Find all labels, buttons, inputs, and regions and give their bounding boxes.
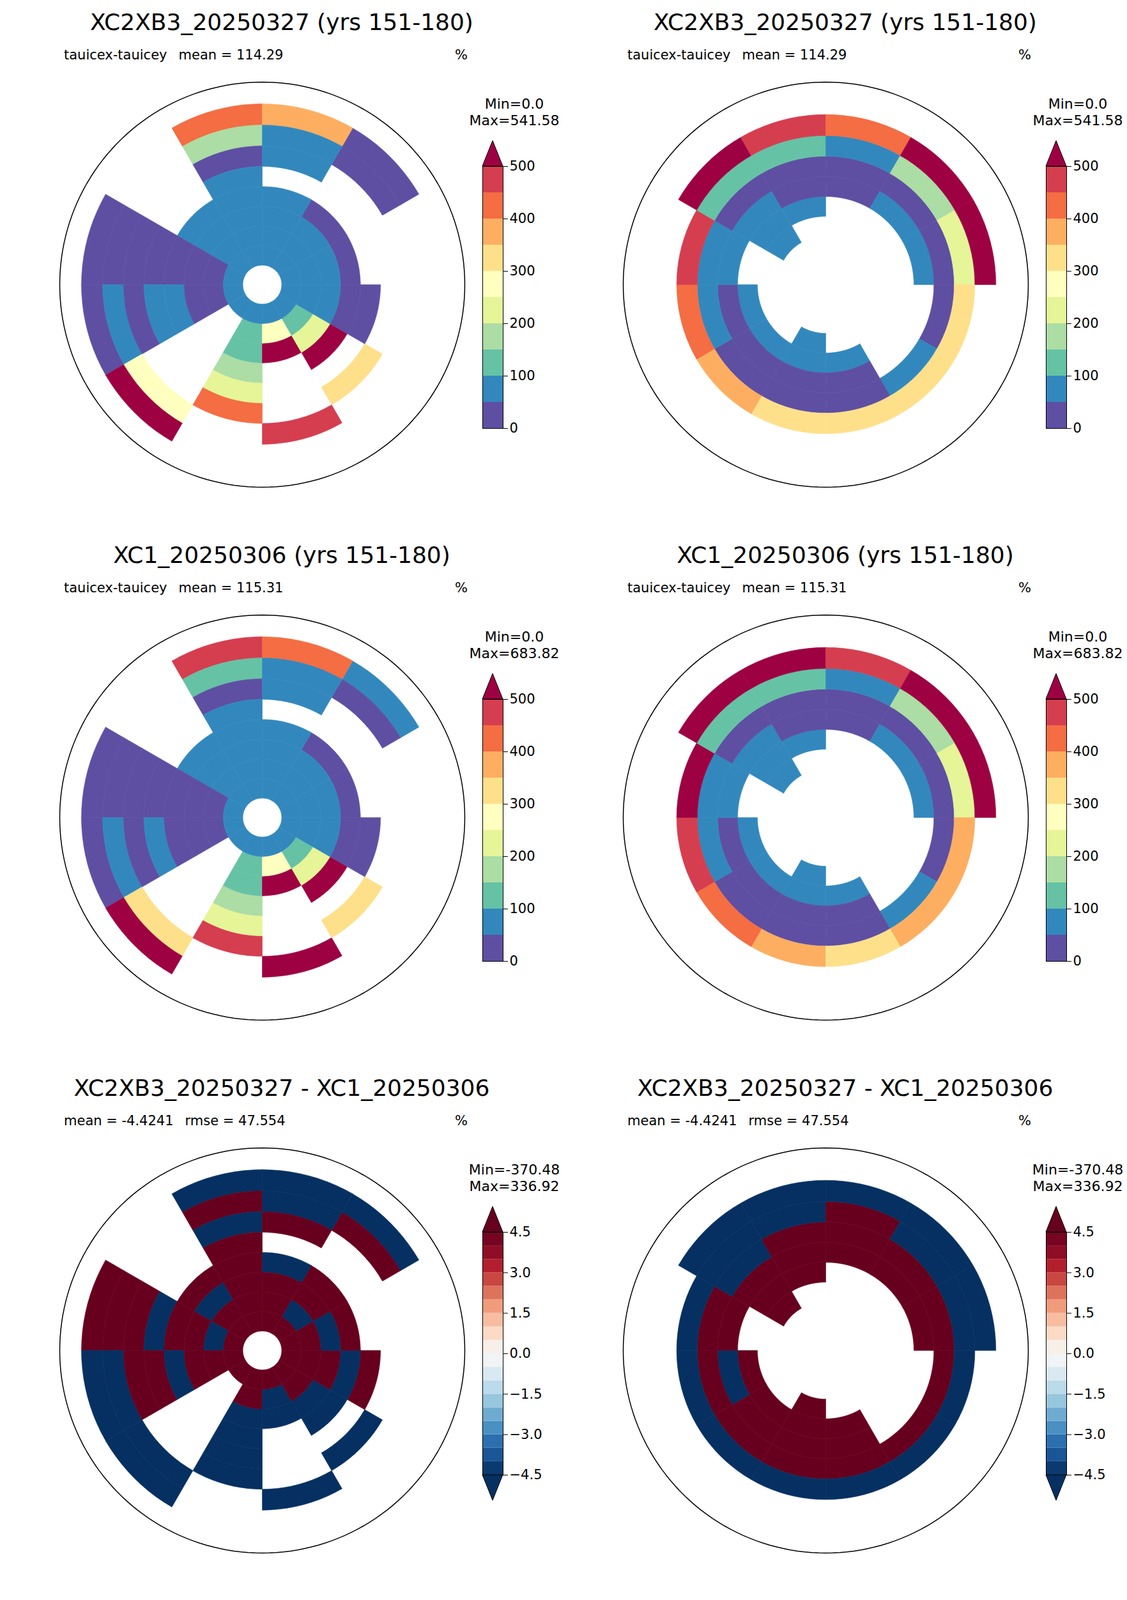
- svg-text:100: 100: [1073, 368, 1099, 384]
- html-text:mean = 115.31: mean = 115.31: [178, 580, 284, 596]
- svg-text:300: 300: [1073, 796, 1099, 812]
- html-text:rmse = 47.554: rmse = 47.554: [185, 1112, 286, 1129]
- svg-text:500: 500: [1073, 691, 1099, 707]
- html-text:XC2XB3_20250327 - XC1_20250306: XC2XB3_20250327 - XC1_20250306: [637, 1074, 1054, 1101]
- html-text:Min=0.0: Min=0.0: [1048, 628, 1108, 645]
- html-text:Max=541.58: Max=541.58: [1032, 112, 1123, 129]
- svg-text:0: 0: [509, 953, 519, 969]
- svg-text:3.0: 3.0: [1073, 1265, 1095, 1281]
- svg-text:400: 400: [509, 210, 536, 227]
- svg-text:200: 200: [1073, 848, 1099, 864]
- svg-text:−3.0: −3.0: [509, 1426, 543, 1442]
- html-text:Min=-370.48: Min=-370.48: [1032, 1161, 1124, 1178]
- html-text:XC2XB3_20250327 (yrs 151-180): XC2XB3_20250327 (yrs 151-180): [90, 8, 474, 36]
- html-text:Min=-370.48: Min=-370.48: [468, 1161, 560, 1178]
- html-text:Max=683.82: Max=683.82: [1032, 645, 1123, 662]
- svg-text:200: 200: [1073, 315, 1099, 331]
- svg-text:0: 0: [509, 420, 519, 436]
- svg-text:−1.5: −1.5: [1073, 1386, 1106, 1402]
- html-text:tauicex-tauicey: tauicex-tauicey: [627, 47, 731, 63]
- svg-text:100: 100: [1073, 900, 1099, 917]
- html-text:XC1_20250306 (yrs 151-180): XC1_20250306 (yrs 151-180): [113, 541, 451, 568]
- html-text:Max=336.92: Max=336.92: [469, 1178, 560, 1195]
- svg-text:4.5: 4.5: [1073, 1224, 1095, 1240]
- svg-text:200: 200: [509, 848, 536, 864]
- svg-text:1.5: 1.5: [1073, 1305, 1095, 1321]
- html-text:XC1_20250306 (yrs 151-180): XC1_20250306 (yrs 151-180): [676, 541, 1014, 568]
- svg-text:0: 0: [1073, 953, 1082, 969]
- html-text:tauicex-tauicey: tauicex-tauicey: [63, 47, 168, 63]
- html-text:mean = 114.29: mean = 114.29: [742, 47, 847, 63]
- svg-text:300: 300: [509, 796, 536, 812]
- svg-text:400: 400: [1073, 743, 1099, 759]
- html-text:mean = -4.4241: mean = -4.4241: [63, 1112, 174, 1129]
- svg-text:0: 0: [1073, 420, 1082, 436]
- svg-text:−3.0: −3.0: [1073, 1426, 1106, 1442]
- svg-text:300: 300: [509, 263, 536, 279]
- svg-text:300: 300: [1073, 263, 1099, 279]
- svg-text:1.5: 1.5: [509, 1305, 531, 1321]
- html-text:XC2XB3_20250327 - XC1_20250306: XC2XB3_20250327 - XC1_20250306: [73, 1074, 490, 1101]
- svg-text:100: 100: [509, 368, 536, 384]
- html-text:mean = 115.31: mean = 115.31: [742, 580, 847, 596]
- svg-text:100: 100: [509, 900, 536, 917]
- svg-text:500: 500: [509, 691, 536, 707]
- svg-text:500: 500: [1073, 158, 1099, 174]
- svg-text:−1.5: −1.5: [509, 1386, 543, 1402]
- svg-text:400: 400: [509, 743, 536, 759]
- html-text:Min=0.0: Min=0.0: [1048, 95, 1108, 112]
- html-text:Max=683.82: Max=683.82: [469, 645, 560, 662]
- html-text:mean = 114.29: mean = 114.29: [178, 47, 284, 63]
- html-text:rmse = 47.554: rmse = 47.554: [748, 1112, 849, 1129]
- html-text:XC2XB3_20250327 (yrs 151-180): XC2XB3_20250327 (yrs 151-180): [653, 8, 1037, 36]
- svg-text:0.0: 0.0: [1073, 1345, 1095, 1361]
- html-text:mean = -4.4241: mean = -4.4241: [627, 1112, 738, 1129]
- html-text:Max=541.58: Max=541.58: [469, 112, 560, 129]
- html-text:Min=0.0: Min=0.0: [484, 95, 544, 112]
- svg-text:400: 400: [1073, 210, 1099, 227]
- svg-text:3.0: 3.0: [509, 1265, 531, 1281]
- html-text:Min=0.0: Min=0.0: [484, 628, 544, 645]
- svg-text:4.5: 4.5: [509, 1224, 531, 1240]
- svg-text:500: 500: [509, 158, 536, 174]
- svg-text:−4.5: −4.5: [1073, 1466, 1106, 1483]
- svg-text:200: 200: [509, 315, 536, 331]
- html-text:Max=336.92: Max=336.92: [1032, 1178, 1123, 1195]
- svg-text:0.0: 0.0: [509, 1345, 531, 1361]
- svg-text:−4.5: −4.5: [509, 1466, 543, 1483]
- html-text:tauicex-tauicey: tauicex-tauicey: [63, 580, 168, 596]
- html-text:tauicex-tauicey: tauicex-tauicey: [627, 580, 731, 596]
